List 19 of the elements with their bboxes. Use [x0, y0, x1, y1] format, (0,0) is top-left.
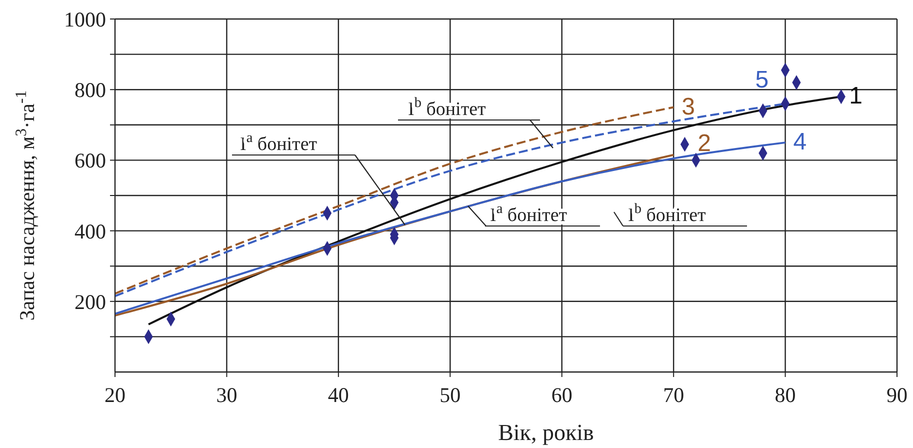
series-label: 3 — [682, 93, 695, 120]
series-label: 2 — [698, 130, 711, 157]
x-tick-label: 80 — [774, 382, 796, 407]
x-tick-label: 50 — [440, 382, 461, 407]
x-axis-title: Вік, років — [498, 420, 594, 445]
x-tick-label: 20 — [104, 382, 126, 407]
y-tick-label: 200 — [74, 290, 106, 314]
x-tick-label: 40 — [328, 382, 349, 407]
x-tick-label: 70 — [663, 382, 684, 407]
x-tick-label: 30 — [216, 382, 238, 407]
series-label: 5 — [755, 66, 769, 94]
y-tick-label: 800 — [74, 78, 106, 102]
series-label: 4 — [793, 128, 807, 156]
x-tick-label: 60 — [551, 382, 572, 407]
x-tick-label: 90 — [886, 382, 908, 407]
series-label: 1 — [849, 82, 862, 110]
y-tick-label: 400 — [74, 219, 106, 244]
y-tick-label: 600 — [74, 148, 106, 173]
y-tick-label: 1000 — [64, 7, 106, 32]
